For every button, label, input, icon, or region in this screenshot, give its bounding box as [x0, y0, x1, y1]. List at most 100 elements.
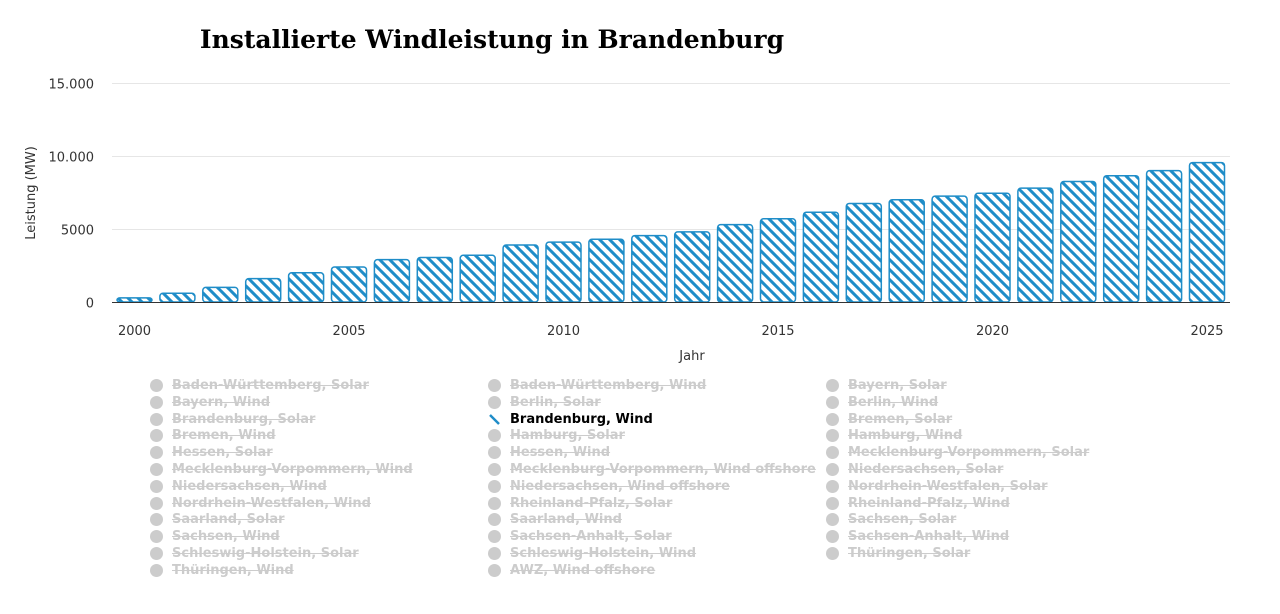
legend-label: Mecklenburg-Vorpommern, Solar [848, 445, 1090, 461]
bar-2001[interactable] [159, 292, 196, 303]
bar-2010[interactable] [545, 241, 582, 303]
bar-2005[interactable] [330, 266, 368, 303]
y-axis-title: Leistung (MW) [24, 146, 39, 240]
x-tick-label: 2010 [547, 324, 580, 339]
legend-item[interactable]: Hessen, Solar [150, 444, 273, 461]
legend-label: Bayern, Wind [172, 394, 271, 410]
legend-label: Sachsen, Wind [172, 529, 280, 545]
legend-item[interactable]: Sachsen-Anhalt, Solar [488, 528, 672, 545]
legend-item[interactable]: Hessen, Wind [488, 444, 610, 461]
circle-swatch-icon [150, 530, 163, 544]
bar-2000[interactable] [116, 297, 153, 303]
bar-2006[interactable] [373, 258, 411, 303]
bar-2017[interactable] [845, 202, 883, 303]
circle-swatch-icon [150, 379, 163, 392]
x-axis-title: Jahr [678, 349, 705, 364]
legend-label: Thüringen, Wind [172, 562, 294, 578]
bar-2019[interactable] [931, 195, 968, 303]
bar-2014[interactable] [716, 223, 754, 303]
legend-item[interactable]: Mecklenburg-Vorpommern, Solar [826, 444, 1089, 461]
bar-2022[interactable] [1060, 180, 1097, 303]
legend-item[interactable]: Hamburg, Wind [826, 427, 962, 444]
bar-2025[interactable] [1188, 161, 1226, 303]
legend-item[interactable]: Mecklenburg-Vorpommern, Wind offshore [488, 461, 816, 478]
legend-item[interactable]: Thüringen, Solar [826, 545, 970, 562]
legend-label: AWZ, Wind offshore [510, 562, 656, 578]
legend-item[interactable]: Bayern, Wind [150, 394, 270, 411]
bar-2008[interactable] [459, 254, 496, 303]
circle-swatch-icon [488, 429, 501, 443]
y-axis-ticks: 0 5000 10.000 15.000 [49, 78, 95, 312]
legend-item[interactable]: AWZ, Wind offshore [488, 562, 655, 579]
legend-item[interactable]: Niedersachsen, Solar [826, 461, 1003, 478]
circle-swatch-icon [488, 379, 501, 392]
bar-2007[interactable] [416, 256, 454, 303]
circle-swatch-icon [150, 479, 163, 493]
legend-label: Hamburg, Solar [510, 428, 625, 444]
circle-swatch-icon [150, 563, 163, 577]
bar-2002[interactable] [202, 286, 239, 303]
legend-label: Berlin, Solar [510, 394, 601, 410]
bar-2016[interactable] [802, 211, 840, 303]
bar-2013[interactable] [673, 231, 711, 303]
legend-label: Baden-Württemberg, Solar [172, 378, 369, 393]
circle-swatch-icon [826, 379, 839, 392]
y-tick-label: 10.000 [49, 151, 95, 166]
bar-2004[interactable] [287, 272, 325, 303]
legend-item[interactable]: Rheinland-Pfalz, Solar [488, 495, 672, 512]
bar-2021[interactable] [1017, 187, 1054, 303]
circle-swatch-icon [488, 530, 501, 544]
legend-item[interactable]: Bremen, Wind [150, 427, 276, 444]
legend-label: Hessen, Solar [172, 445, 273, 461]
legend-item[interactable]: Baden-Württemberg, Solar [150, 377, 369, 394]
circle-swatch-icon [150, 513, 163, 527]
x-axis-ticks: 2000 2005 2010 2015 2020 2025 [118, 324, 1224, 339]
x-tick-label: 2025 [1190, 324, 1223, 339]
legend-item[interactable]: Thüringen, Wind [150, 562, 294, 579]
bar-2024[interactable] [1145, 169, 1183, 303]
legend-item[interactable]: Bayern, Solar [826, 377, 947, 394]
legend-label: Nordrhein-Westfalen, Wind [172, 495, 371, 511]
legend-item[interactable]: Niedersachsen, Wind [150, 478, 327, 495]
legend-item[interactable]: Berlin, Solar [488, 394, 601, 411]
legend-item[interactable]: Mecklenburg-Vorpommern, Wind [150, 461, 413, 478]
legend-item[interactable]: Sachsen, Wind [150, 528, 280, 545]
bar-2012[interactable] [631, 234, 668, 303]
circle-swatch-icon [150, 395, 163, 409]
legend-item[interactable]: Baden-Württemberg, Wind [488, 377, 706, 394]
bar-2020[interactable] [974, 192, 1011, 303]
legend-label: Saarland, Wind [510, 512, 622, 528]
bar-chart: Installierte Windleistung in Brandenburg… [24, 25, 1230, 364]
legend-item[interactable]: Saarland, Solar [150, 511, 285, 528]
bar-2009[interactable] [502, 244, 539, 303]
legend-item[interactable]: Schleswig-Holstein, Wind [488, 545, 696, 562]
legend-label: Sachsen, Solar [848, 512, 957, 528]
legend-label: Saarland, Solar [172, 512, 285, 528]
legend-item[interactable]: Berlin, Wind [826, 394, 938, 411]
legend-item[interactable]: Brandenburg, Wind [488, 411, 653, 428]
circle-swatch-icon [150, 429, 163, 443]
y-tick-label: 0 [86, 297, 94, 312]
legend-item[interactable]: Nordrhein-Westfalen, Wind [150, 495, 371, 512]
legend-item[interactable]: Rheinland-Pfalz, Wind [826, 495, 1010, 512]
legend-label: Sachsen-Anhalt, Wind [848, 529, 1010, 545]
legend-item[interactable]: Saarland, Wind [488, 511, 622, 528]
legend-item[interactable]: Hamburg, Solar [488, 427, 625, 444]
bar-2023[interactable] [1102, 174, 1140, 303]
bar-2003[interactable] [244, 277, 282, 303]
legend-label: Schleswig-Holstein, Wind [510, 546, 697, 561]
legend-item[interactable]: Sachsen, Solar [826, 511, 956, 528]
circle-swatch-icon [150, 412, 163, 426]
legend-item[interactable]: Nordrhein-Westfalen, Solar [826, 478, 1048, 495]
legend-item[interactable]: Sachsen-Anhalt, Wind [826, 528, 1009, 545]
bar-2018[interactable] [888, 199, 925, 303]
legend-item[interactable]: Niedersachsen, Wind offshore [488, 478, 730, 495]
legend-item[interactable]: Schleswig-Holstein, Solar [150, 545, 359, 562]
legend-item[interactable]: Brandenburg, Solar [150, 411, 315, 428]
legend-item[interactable]: Bremen, Solar [826, 411, 952, 428]
circle-swatch-icon [826, 429, 839, 443]
legend-label: Thüringen, Solar [848, 546, 971, 561]
x-tick-label: 2005 [332, 324, 365, 339]
bar-2015[interactable] [759, 218, 797, 303]
bar-2011[interactable] [588, 238, 625, 303]
